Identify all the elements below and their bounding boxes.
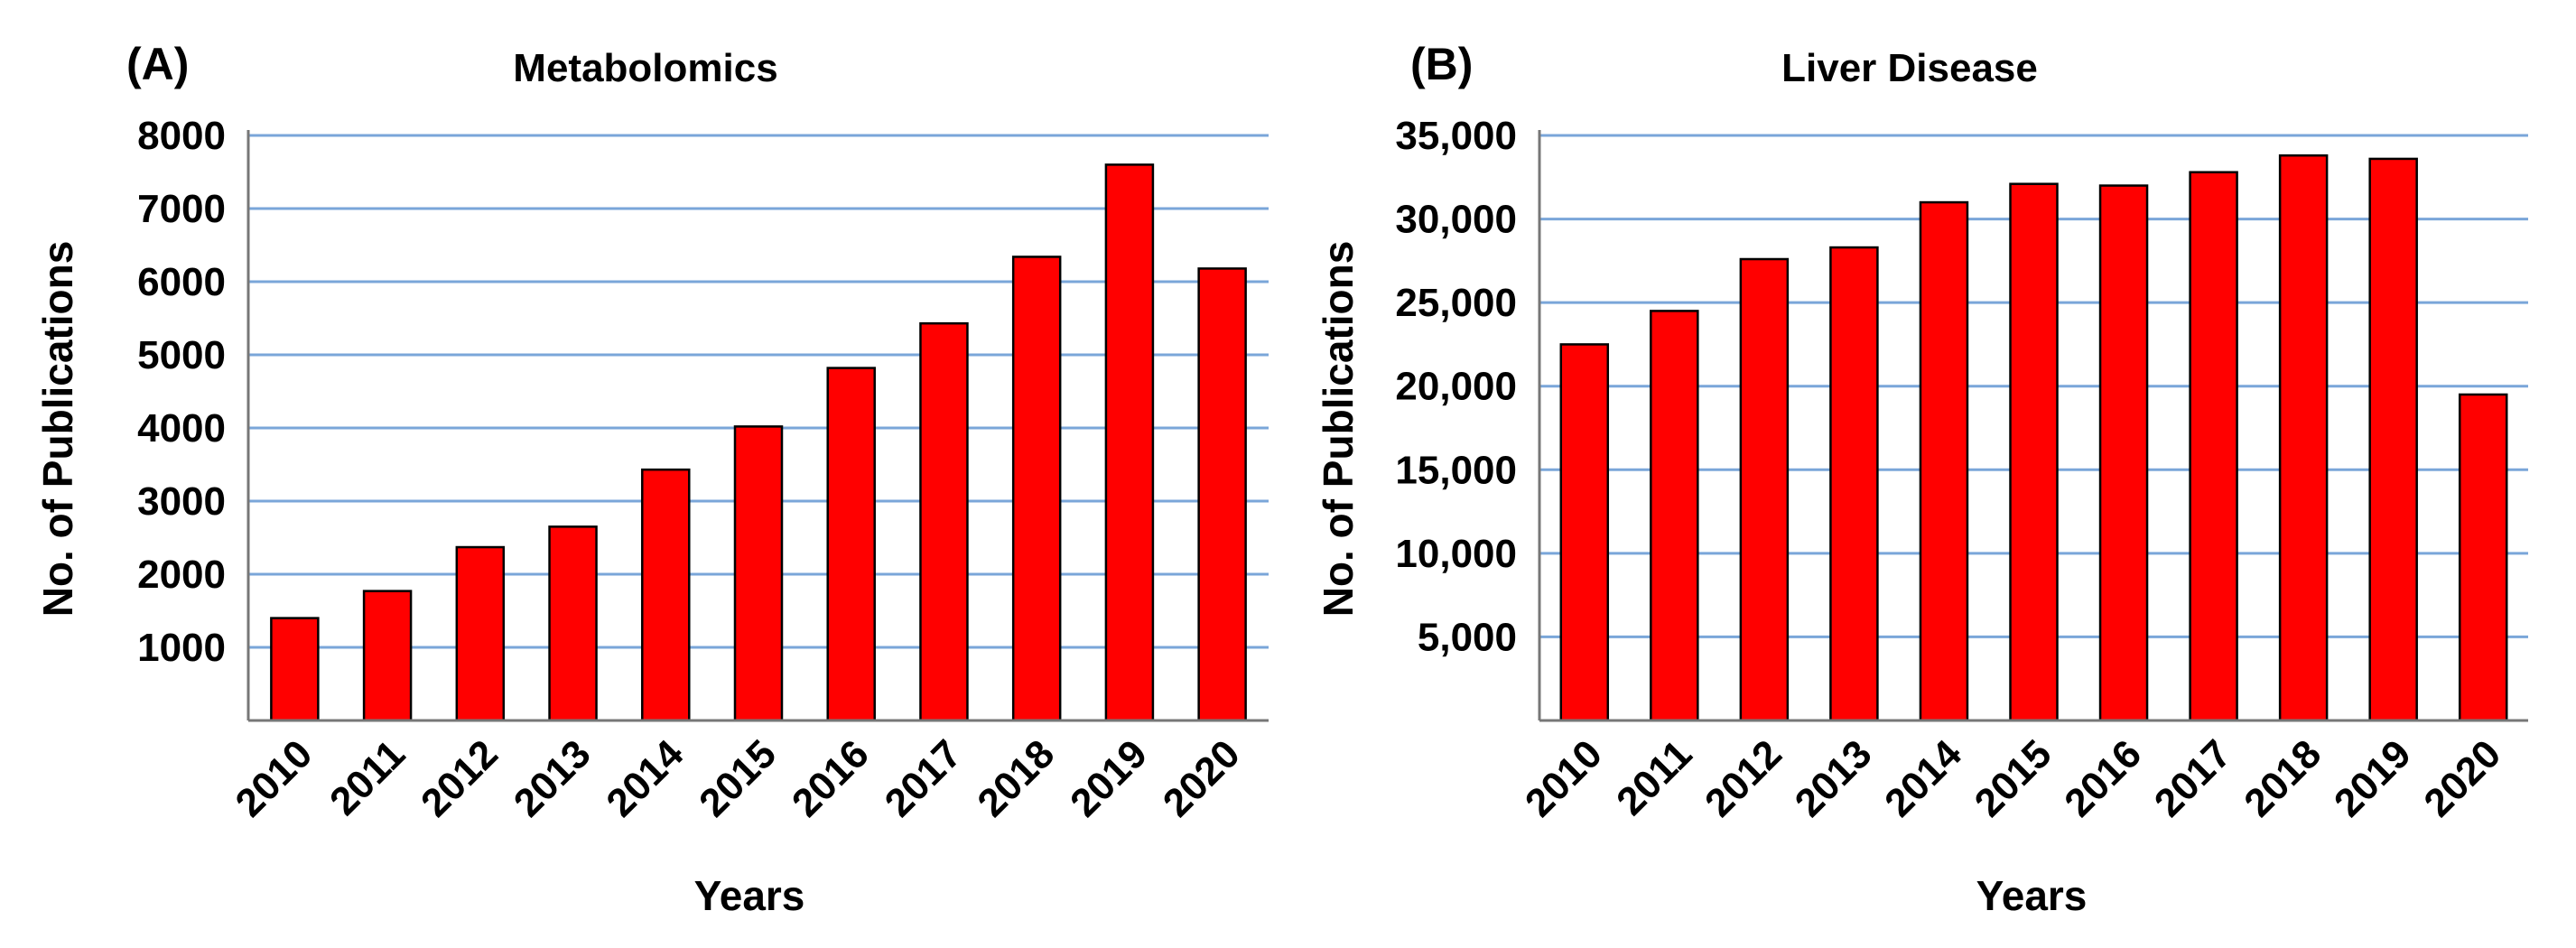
panel-label-a: (A) (126, 39, 189, 89)
x-tick-label: 2014 (1876, 731, 1970, 825)
x-tick-label: 2018 (2236, 731, 2330, 825)
chart-title-liver-disease: Liver Disease (1781, 46, 2038, 90)
bar-2013 (548, 525, 598, 722)
y-tick-label: 30,000 (1395, 198, 1517, 242)
x-tick-label: 2011 (1608, 731, 1700, 823)
liver-disease-chart: (B) Liver Disease 5,000 10,000 15,000 20,00… (1315, 39, 2528, 919)
x-tick-label: 2015 (691, 731, 785, 825)
bar-2018 (1011, 256, 1062, 722)
bar-2018 (2278, 153, 2329, 722)
y-tick-label: 1000 (137, 626, 226, 670)
x-tick-label: 2013 (506, 731, 600, 825)
y-tick-label: 3000 (137, 479, 226, 524)
x-tick-label: 2015 (1967, 731, 2060, 825)
x-tick-label: 2020 (1155, 731, 1249, 825)
bar-2019 (2368, 157, 2418, 722)
x-tick-label: 2012 (413, 731, 507, 825)
x-axis-title: Years (694, 872, 805, 919)
y-axis-title: No. of Publications (34, 241, 81, 618)
y-tick-label: 4000 (137, 406, 226, 451)
x-tick-labels: 2010201120122013201420152016201720182019… (1517, 731, 2509, 825)
x-tick-label: 2017 (877, 731, 971, 825)
bar-2012 (455, 545, 506, 722)
y-tick-label: 20,000 (1395, 365, 1517, 409)
x-tick-label: 2019 (2326, 731, 2420, 825)
x-tick-label: 2011 (321, 731, 414, 823)
x-tick-label: 2018 (969, 731, 1063, 825)
y-axis-title: No. of Publications (1315, 241, 1362, 618)
x-tick-label: 2016 (784, 731, 878, 825)
x-tick-label: 2014 (598, 731, 692, 825)
axes (246, 130, 1269, 722)
bars (270, 163, 1247, 722)
y-tick-label: 35,000 (1395, 114, 1517, 158)
bar-2010 (1559, 343, 1610, 722)
bar-2017 (919, 321, 969, 722)
axes (1538, 130, 2528, 722)
bar-2020 (2458, 393, 2508, 722)
x-tick-label: 2010 (228, 731, 321, 825)
bar-2013 (1829, 246, 1879, 722)
bar-2014 (1919, 200, 1969, 722)
y-tick-label: 10,000 (1395, 532, 1517, 576)
x-axis-title: Years (1976, 872, 2088, 919)
x-tick-label: 2017 (2146, 731, 2240, 825)
bar-2015 (2009, 182, 2059, 722)
bar-2015 (733, 425, 784, 722)
x-tick-label: 2016 (2056, 731, 2150, 825)
y-tick-labels: 5,000 10,000 15,000 20,000 25,000 30,000 35,00… (1395, 114, 1517, 659)
metabolomics-chart: (A) Metabolomics 1000 2000 3000 4000 5000 600… (34, 39, 1269, 919)
x-tick-label: 2012 (1697, 731, 1790, 825)
chart-title-metabolomics: Metabolomics (513, 46, 777, 90)
panel-label-b: (B) (1410, 39, 1473, 89)
y-tick-label: 25,000 (1395, 281, 1517, 325)
bar-2020 (1197, 267, 1247, 722)
bar-2016 (2098, 184, 2149, 722)
y-tick-label: 6000 (137, 260, 226, 304)
y-tick-label: 5,000 (1418, 615, 1517, 659)
y-tick-label: 5000 (137, 333, 226, 377)
y-tick-label: 7000 (137, 187, 226, 231)
x-tick-label: 2013 (1787, 731, 1881, 825)
y-tick-labels: 1000 2000 3000 4000 5000 6000 7000 8000 (137, 114, 226, 670)
bar-2012 (1739, 257, 1790, 722)
bar-2011 (1650, 310, 1699, 722)
x-tick-label: 2010 (1517, 731, 1611, 825)
bar-2019 (1104, 163, 1155, 722)
y-tick-label: 8000 (137, 114, 226, 158)
bar-2016 (826, 367, 876, 722)
bar-2014 (641, 468, 691, 722)
bars (1559, 153, 2508, 722)
bar-2010 (270, 617, 320, 722)
bar-2017 (2189, 171, 2238, 722)
y-tick-label: 15,000 (1395, 448, 1517, 492)
y-tick-label: 2000 (137, 553, 226, 597)
x-tick-label: 2020 (2415, 731, 2509, 825)
bar-2011 (362, 590, 413, 722)
x-tick-label: 2019 (1062, 731, 1156, 825)
